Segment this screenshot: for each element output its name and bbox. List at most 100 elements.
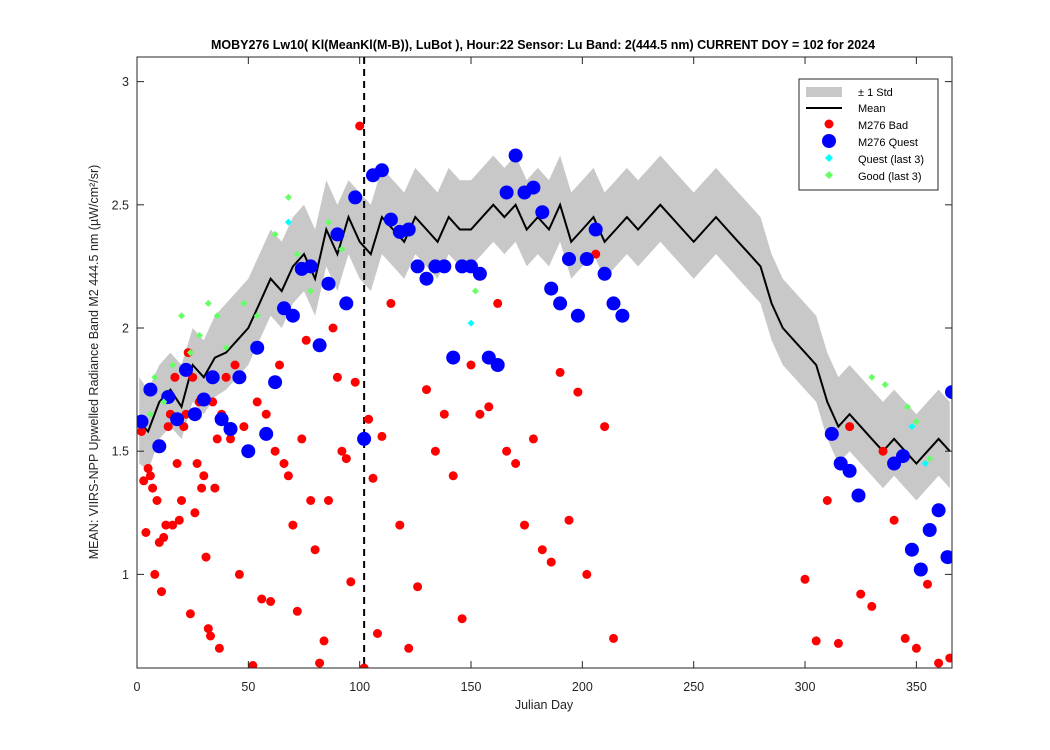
legend-label-quest: M276 Quest	[858, 137, 918, 149]
bad-point	[600, 422, 610, 432]
quest-point	[606, 296, 621, 311]
quest-point	[499, 185, 514, 200]
y-tick-label: 1.5	[112, 445, 129, 459]
quest-last3-point	[284, 218, 292, 226]
quest-point	[241, 444, 256, 459]
bad-point	[350, 377, 360, 387]
bad-point	[190, 508, 200, 518]
bad-point	[137, 427, 146, 436]
bad-point	[324, 496, 333, 505]
bad-point	[528, 434, 538, 444]
bad-point	[145, 471, 155, 481]
good-last3-point	[222, 344, 230, 352]
bad-point	[192, 459, 202, 468]
quest-point	[223, 422, 238, 436]
bad-point	[373, 629, 382, 638]
quest-point	[570, 308, 585, 323]
quest-point	[410, 259, 425, 274]
bad-point	[297, 434, 307, 444]
bad-point	[484, 402, 494, 412]
mean-line-layer	[138, 201, 951, 465]
legend-label-std: ± 1 Std	[858, 87, 893, 99]
legend-swatch-good-last3	[825, 171, 833, 179]
bad-point	[845, 422, 855, 432]
quest-point	[401, 222, 416, 237]
quest-point	[526, 180, 541, 195]
quest-point	[232, 370, 247, 385]
bad-point	[422, 385, 431, 395]
bad-point	[206, 631, 215, 641]
bad-point	[448, 471, 458, 481]
x-tick-label: 300	[795, 680, 816, 694]
bad-point	[582, 569, 592, 579]
bad-point	[210, 483, 220, 493]
bad-point	[174, 515, 184, 525]
quest-points-layer	[137, 148, 952, 577]
bad-point	[867, 601, 877, 611]
bad-point	[197, 483, 207, 493]
quest-point	[250, 340, 265, 355]
bad-point	[185, 609, 195, 619]
good-last3-point	[253, 312, 261, 320]
bad-point	[945, 653, 952, 663]
good-last3-points-layer	[146, 193, 934, 463]
bad-point	[573, 387, 583, 397]
quest-point	[904, 542, 919, 557]
bad-points-layer	[137, 121, 952, 668]
quest-last3-point	[908, 423, 916, 431]
bad-point	[234, 569, 244, 579]
x-tick-label: 150	[461, 680, 482, 694]
legend-swatch-std	[806, 87, 842, 97]
bad-point	[328, 323, 338, 333]
bad-point	[466, 360, 476, 370]
bad-point	[439, 409, 449, 419]
bad-point	[266, 597, 276, 606]
bad-point	[221, 372, 231, 382]
legend-label-bad: M276 Bad	[858, 120, 908, 132]
bad-point	[230, 360, 240, 370]
quest-point	[152, 439, 167, 454]
quest-point	[896, 449, 910, 464]
legend-label-mean: Mean	[858, 103, 886, 115]
quest-point	[374, 163, 389, 178]
quest-point	[824, 426, 839, 441]
bad-point	[822, 496, 832, 505]
x-tick-label: 350	[906, 680, 927, 694]
legend-swatch-bad	[824, 119, 834, 129]
quest-last3-point	[467, 319, 475, 327]
bad-point	[337, 446, 347, 456]
quest-point	[508, 148, 523, 163]
quest-point	[170, 412, 185, 427]
quest-point	[490, 358, 505, 372]
bad-point	[511, 459, 521, 468]
quest-point	[615, 308, 630, 323]
quest-point	[842, 463, 857, 478]
bad-point	[555, 367, 565, 377]
legend-swatch-quest	[822, 134, 836, 148]
bad-point	[493, 298, 503, 308]
bad-point	[310, 545, 320, 555]
y-axis-label: MEAN: VIIRS-NPP Upwelled Radiance Band M…	[87, 165, 101, 560]
bad-point	[364, 414, 374, 424]
bad-point	[152, 496, 162, 505]
bad-point	[564, 515, 574, 525]
quest-point	[922, 523, 937, 537]
bad-point	[292, 606, 302, 616]
bad-point	[275, 360, 284, 370]
x-tick-label: 250	[683, 680, 704, 694]
legend: ± 1 Std Mean M276 Bad M276 Quest Quest (…	[798, 78, 939, 191]
bad-point	[430, 446, 440, 456]
quest-point	[312, 338, 327, 353]
bad-point	[413, 582, 423, 592]
good-last3-point	[178, 312, 186, 320]
quest-point	[446, 350, 461, 365]
bad-point	[141, 528, 151, 537]
quest-point	[348, 190, 363, 205]
good-last3-point	[195, 331, 203, 339]
bad-point	[923, 579, 932, 589]
quest-point	[285, 308, 300, 323]
bad-point	[159, 532, 169, 542]
quest-point	[579, 252, 594, 266]
quest-point	[940, 550, 952, 565]
